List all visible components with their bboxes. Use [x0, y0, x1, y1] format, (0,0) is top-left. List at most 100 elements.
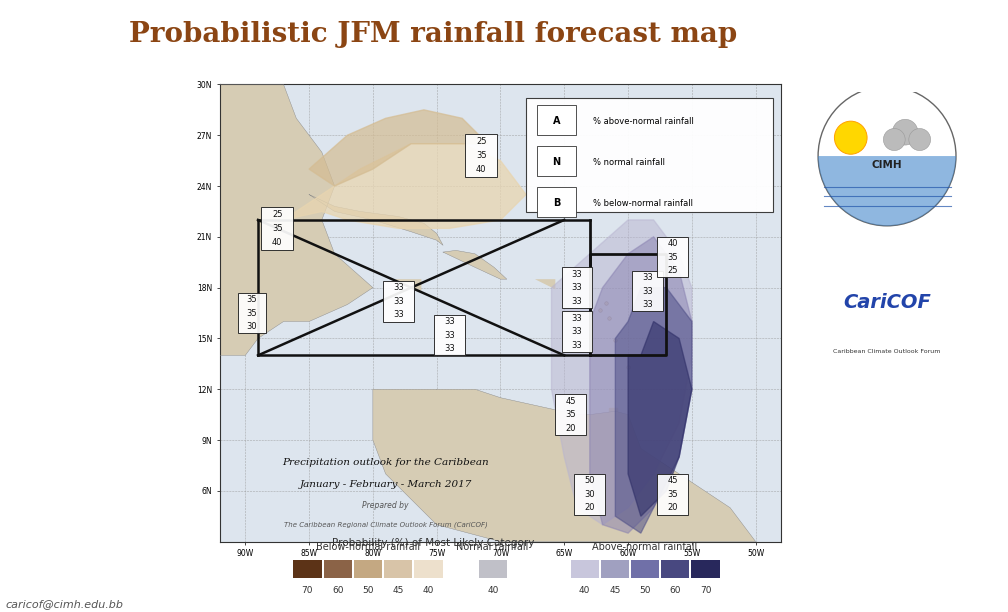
- Polygon shape: [283, 144, 526, 228]
- Text: 35: 35: [246, 295, 257, 304]
- Text: 25: 25: [272, 210, 282, 218]
- FancyBboxPatch shape: [383, 281, 413, 321]
- Text: 33: 33: [642, 300, 652, 309]
- FancyBboxPatch shape: [238, 293, 266, 334]
- Text: 33: 33: [642, 286, 652, 296]
- Circle shape: [892, 119, 918, 145]
- Text: January - February - March 2017: January - February - March 2017: [299, 480, 472, 490]
- Text: 35: 35: [272, 224, 282, 233]
- Text: B: B: [553, 198, 560, 208]
- Text: 60: 60: [332, 586, 344, 595]
- Text: 45: 45: [565, 397, 576, 406]
- Text: CIMH: CIMH: [872, 160, 902, 170]
- Polygon shape: [628, 321, 691, 516]
- Text: 50: 50: [639, 586, 651, 595]
- Text: 25: 25: [476, 137, 487, 146]
- Text: Probabilistic JFM rainfall forecast map: Probabilistic JFM rainfall forecast map: [129, 21, 738, 48]
- Text: % above-normal rainfall: % above-normal rainfall: [593, 116, 694, 125]
- Circle shape: [909, 129, 930, 151]
- Text: 35: 35: [476, 151, 487, 160]
- Text: % normal rainfall: % normal rainfall: [593, 158, 665, 166]
- Text: Caribbean Climate Outlook Forum: Caribbean Climate Outlook Forum: [834, 349, 940, 354]
- Text: 35: 35: [565, 410, 576, 419]
- FancyBboxPatch shape: [261, 207, 293, 250]
- Text: 50: 50: [362, 586, 374, 595]
- FancyBboxPatch shape: [575, 474, 605, 515]
- Polygon shape: [444, 250, 507, 279]
- Circle shape: [835, 121, 867, 154]
- Text: Precipitation outlook for the Caribbean: Precipitation outlook for the Caribbean: [282, 458, 489, 468]
- Text: Above-normal rainfall: Above-normal rainfall: [593, 542, 698, 552]
- Text: caricof@cimh.edu.bb: caricof@cimh.edu.bb: [5, 599, 123, 609]
- Circle shape: [883, 129, 905, 151]
- FancyBboxPatch shape: [537, 146, 577, 176]
- FancyBboxPatch shape: [434, 315, 465, 356]
- Text: Below-normal rainfall: Below-normal rainfall: [316, 542, 420, 552]
- Text: 33: 33: [393, 283, 404, 292]
- Polygon shape: [309, 110, 488, 186]
- Text: 40: 40: [667, 239, 678, 248]
- Polygon shape: [220, 220, 283, 288]
- FancyBboxPatch shape: [555, 394, 586, 435]
- Text: 40: 40: [579, 586, 591, 595]
- Wedge shape: [818, 156, 956, 226]
- Polygon shape: [535, 279, 555, 289]
- Text: 35: 35: [667, 490, 678, 499]
- Text: Prepared by: Prepared by: [363, 501, 409, 510]
- Text: 45: 45: [609, 586, 621, 595]
- Text: 20: 20: [565, 424, 576, 433]
- FancyBboxPatch shape: [537, 105, 577, 135]
- FancyBboxPatch shape: [537, 187, 577, 217]
- Polygon shape: [615, 288, 691, 533]
- Text: 35: 35: [667, 253, 678, 262]
- Text: Normal rainfall: Normal rainfall: [456, 542, 528, 552]
- Polygon shape: [551, 220, 691, 524]
- Text: 40: 40: [476, 165, 487, 174]
- FancyBboxPatch shape: [632, 271, 662, 312]
- Text: 33: 33: [572, 270, 583, 278]
- Text: 45: 45: [667, 476, 678, 485]
- Text: % below-normal rainfall: % below-normal rainfall: [593, 199, 694, 208]
- FancyBboxPatch shape: [561, 312, 593, 352]
- Text: 45: 45: [392, 586, 404, 595]
- Text: CariCOF: CariCOF: [843, 293, 931, 312]
- Text: 40: 40: [272, 238, 282, 247]
- Text: 70: 70: [301, 586, 313, 595]
- Text: The Caribbean Regional Climate Outlook Forum (CariCOF): The Caribbean Regional Climate Outlook F…: [284, 521, 488, 528]
- FancyBboxPatch shape: [657, 474, 688, 515]
- Text: 20: 20: [585, 503, 595, 512]
- Text: 20: 20: [667, 503, 678, 512]
- Text: 33: 33: [572, 313, 583, 323]
- Text: N: N: [552, 157, 560, 167]
- Text: 33: 33: [572, 297, 583, 305]
- Polygon shape: [309, 195, 444, 245]
- Text: 25: 25: [667, 266, 678, 275]
- Text: 33: 33: [393, 297, 404, 305]
- Text: Probability (%) of Most Likely Category: Probability (%) of Most Likely Category: [333, 538, 534, 548]
- FancyBboxPatch shape: [526, 98, 773, 212]
- Text: 30: 30: [585, 490, 595, 499]
- Text: 33: 33: [572, 283, 583, 292]
- Text: 40: 40: [422, 586, 434, 595]
- Polygon shape: [609, 408, 617, 422]
- Text: 70: 70: [700, 586, 712, 595]
- FancyBboxPatch shape: [561, 267, 593, 308]
- Text: 33: 33: [445, 344, 455, 353]
- Polygon shape: [220, 84, 373, 356]
- Text: 33: 33: [445, 330, 455, 340]
- Text: 33: 33: [642, 273, 652, 282]
- Text: 33: 33: [393, 310, 404, 319]
- Polygon shape: [590, 237, 691, 533]
- Text: A: A: [552, 116, 560, 126]
- FancyBboxPatch shape: [466, 135, 497, 177]
- Text: 33: 33: [572, 327, 583, 336]
- Text: 50: 50: [585, 476, 595, 485]
- Text: 30: 30: [246, 322, 257, 331]
- Text: 40: 40: [487, 586, 499, 595]
- Text: 33: 33: [572, 341, 583, 349]
- Text: 33: 33: [445, 317, 455, 326]
- Polygon shape: [394, 279, 421, 291]
- Text: 60: 60: [669, 586, 681, 595]
- Text: 35: 35: [246, 308, 257, 318]
- Polygon shape: [373, 389, 756, 542]
